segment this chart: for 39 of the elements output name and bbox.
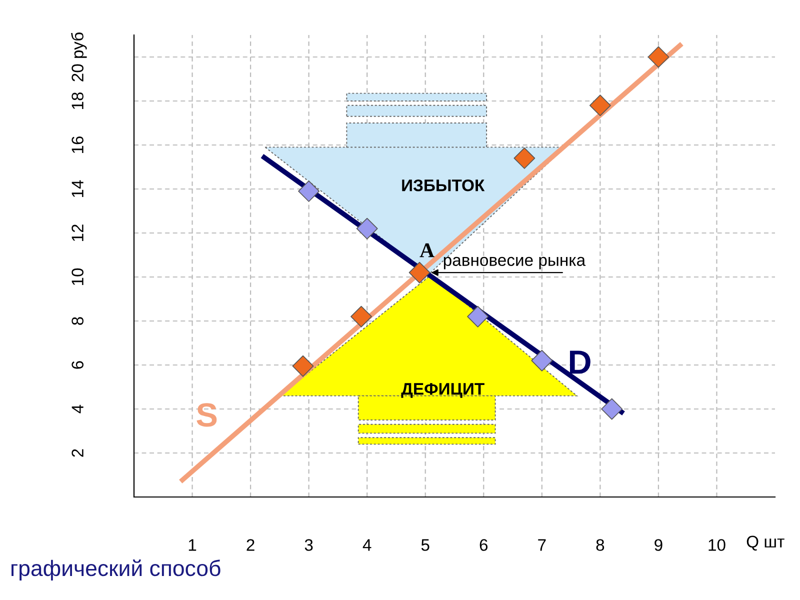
x-tick-label: 7	[538, 539, 546, 551]
y-tick-label: 2	[72, 449, 84, 457]
x-axis-title: Q шт	[746, 536, 784, 551]
y-tick-label: 12	[72, 224, 84, 241]
x-tick-label: 5	[421, 539, 430, 551]
annotation: A	[420, 243, 434, 258]
y-tick-label: 8	[72, 317, 84, 325]
x-tick-label: 2	[246, 539, 254, 551]
text: графический способ	[12, 559, 220, 581]
point	[467, 306, 489, 328]
annotation: ИЗБЫТОК	[402, 179, 485, 192]
y-tick-label: 20 руб	[71, 32, 87, 82]
point	[408, 262, 430, 284]
y-tick-label: 16	[72, 136, 84, 153]
y-tick-label: 14	[72, 180, 84, 197]
point	[356, 218, 378, 240]
annotation: ДЕФИЦИТ	[401, 383, 484, 398]
annotation: равновесие рынка	[444, 256, 586, 270]
point	[350, 306, 372, 328]
y-tick-label: 10	[72, 268, 84, 285]
y-tick-label: 6	[72, 361, 84, 369]
x-tick-label: 10	[708, 539, 726, 551]
y-tick-label: 18	[72, 92, 84, 109]
x-tick-label: 1	[188, 539, 196, 551]
point	[298, 180, 320, 202]
point	[601, 398, 623, 420]
series-label: S	[196, 403, 217, 427]
x-tick-label: 3	[304, 539, 313, 551]
y-tick-label: 4	[72, 404, 84, 414]
point	[514, 147, 536, 169]
point	[292, 355, 314, 377]
x-tick-label: 9	[654, 539, 662, 551]
point	[648, 46, 670, 68]
series-label: D	[570, 350, 590, 374]
x-tick-label: 6	[480, 539, 488, 551]
x-tick-label: 8	[596, 539, 604, 551]
point	[589, 94, 611, 116]
point	[531, 350, 553, 372]
x-tick-label: 4	[362, 539, 372, 551]
